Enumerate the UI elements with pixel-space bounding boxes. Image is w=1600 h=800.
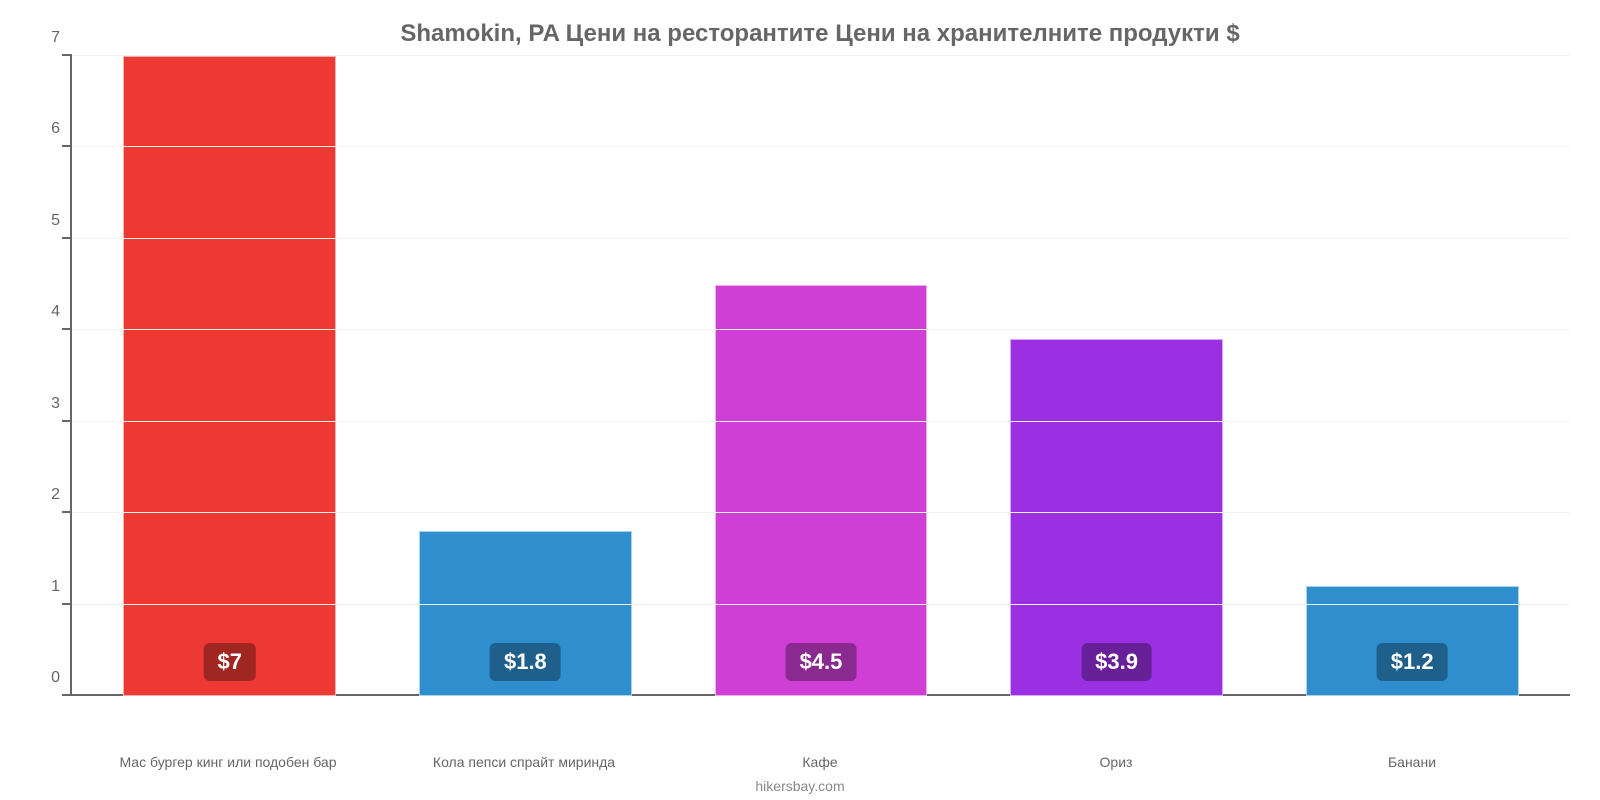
y-tick (62, 328, 72, 330)
y-axis-label: 4 (22, 303, 60, 321)
chart-title: Shamokin, PA Цени на ресторантите Цени н… (70, 20, 1570, 48)
grid-line (72, 512, 1570, 513)
bar-slot: $4.5 (673, 56, 969, 696)
value-badge: $3.9 (1081, 643, 1152, 681)
y-tick (62, 511, 72, 513)
grid-line (72, 604, 1570, 605)
y-tick (62, 54, 72, 56)
plot-area: $7$1.8$4.5$3.9$1.2 01234567 (70, 56, 1570, 696)
x-axis-label: Мас бургер кинг или подобен бар (80, 754, 376, 770)
bar-slot: $3.9 (969, 56, 1265, 696)
bar: $4.5 (715, 285, 928, 696)
bar-slot: $7 (82, 56, 378, 696)
y-tick (62, 237, 72, 239)
grid-line (72, 146, 1570, 147)
bar: $1.8 (419, 531, 632, 696)
bar-slot: $1.8 (378, 56, 674, 696)
grid-line (72, 329, 1570, 330)
x-axis-label: Кафе (672, 754, 968, 770)
x-axis-label: Кола пепси спрайт миринда (376, 754, 672, 770)
y-axis-label: 3 (22, 395, 60, 413)
y-axis-label: 2 (22, 486, 60, 504)
y-tick (62, 694, 72, 696)
price-bar-chart: Shamokin, PA Цени на ресторантите Цени н… (0, 0, 1600, 800)
x-axis-label: Банани (1264, 754, 1560, 770)
y-tick (62, 420, 72, 422)
value-badge: $4.5 (786, 643, 857, 681)
value-badge: $7 (204, 643, 256, 681)
value-badge: $1.2 (1377, 643, 1448, 681)
y-axis-label: 7 (22, 29, 60, 47)
y-axis-label: 0 (22, 669, 60, 687)
grid-line (72, 421, 1570, 422)
bar: $7 (123, 56, 336, 696)
x-axis-labels: Мас бургер кинг или подобен барКола пепс… (80, 754, 1560, 770)
grid-line (72, 55, 1570, 56)
bars-container: $7 $1.8 $4.5 $3.9 $1.2 (82, 56, 1560, 696)
value-badge: $1.8 (490, 643, 561, 681)
y-axis-label: 6 (22, 120, 60, 138)
chart-footer: hikersbay.com (0, 778, 1600, 794)
bar: $3.9 (1010, 339, 1223, 696)
y-axis-label: 1 (22, 578, 60, 596)
y-axis-label: 5 (22, 212, 60, 230)
y-tick (62, 603, 72, 605)
y-tick (62, 145, 72, 147)
bar-slot: $1.2 (1264, 56, 1560, 696)
x-axis-label: Ориз (968, 754, 1264, 770)
grid-line (72, 238, 1570, 239)
